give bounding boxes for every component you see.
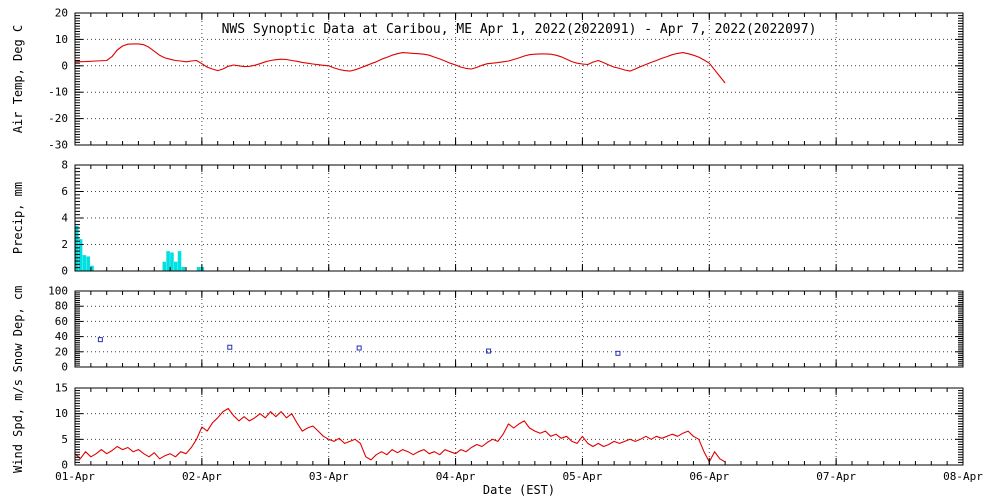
panel-0: -30 -20 -10 0 10 20 [48,7,964,152]
precip-bar [78,239,83,271]
y-tick-label: 80 [55,300,68,313]
snow-depth-marker [486,348,492,354]
y-tick-label: 0 [61,59,68,72]
y-tick-label: -20 [48,112,68,125]
x-tick-label: 08-Apr [943,470,983,483]
precip-bar [173,261,178,271]
precip-bar [200,267,205,271]
y-tick-label: 0 [61,265,68,278]
y-tick-label: -10 [48,86,68,99]
x-tick-label: 07-Apr [816,470,856,483]
series-line-0 [74,43,726,84]
ylabel-air-temp: Air Temp, Deg C [11,25,25,133]
ylabel-wind-speed: Wind Spd, m/s [11,379,25,473]
precip-bar [177,251,182,271]
y-tick-label: 60 [55,315,68,328]
ylabel-precip: Precip, mm [11,182,25,254]
y-tick-label: 6 [61,185,68,198]
precip-bar [196,267,201,271]
panel-3: 0 5 10 15 [55,382,964,472]
y-tick-label: -30 [48,139,68,152]
precip-bar [75,225,79,271]
x-tick-label: 01-Apr [55,470,95,483]
snow-depth-marker [227,344,233,350]
y-tick-label: 2 [61,238,68,251]
ylabel-snow-depth: Snow Dep, cm [11,286,25,373]
x-tick-label: 02-Apr [182,470,222,483]
y-tick-label: 20 [55,7,68,20]
precip-bar [170,252,174,271]
panel-1: 0 2 4 6 8 [61,159,964,278]
precip-bar [162,261,167,271]
snow-depth-marker [356,345,362,351]
y-tick-label: 4 [61,212,68,225]
x-tick-label: 05-Apr [563,470,603,483]
precip-bar [166,251,170,271]
y-tick-label: 8 [61,159,68,172]
x-tick-label: 06-Apr [689,470,729,483]
snow-depth-marker [97,337,103,343]
panel-2: 0 20 40 60 80 100 [48,285,964,374]
y-tick-label: 40 [55,330,68,343]
y-tick-label: 5 [61,433,68,446]
y-tick-label: 100 [48,285,68,298]
y-tick-label: 0 [61,459,68,472]
y-tick-label: 15 [55,382,68,395]
precip-bar [86,256,90,271]
xlabel-date: Date (EST) [483,483,555,497]
snow-depth-marker [615,350,621,356]
x-tick-label: 04-Apr [436,470,476,483]
chart-title: NWS Synoptic Data at Caribou, ME Apr 1, … [222,22,817,37]
y-tick-label: 10 [55,33,68,46]
y-tick-label: 20 [55,345,68,358]
y-tick-label: 0 [61,361,68,374]
precip-bar [181,267,186,271]
x-tick-label: 03-Apr [309,470,349,483]
plot-layers: -30-20-10010200246802040608010005101501-… [48,7,983,484]
series-line-3 [74,407,726,463]
y-tick-label: 10 [55,407,68,420]
precip-bar [90,265,94,271]
precip-bar [82,255,87,271]
